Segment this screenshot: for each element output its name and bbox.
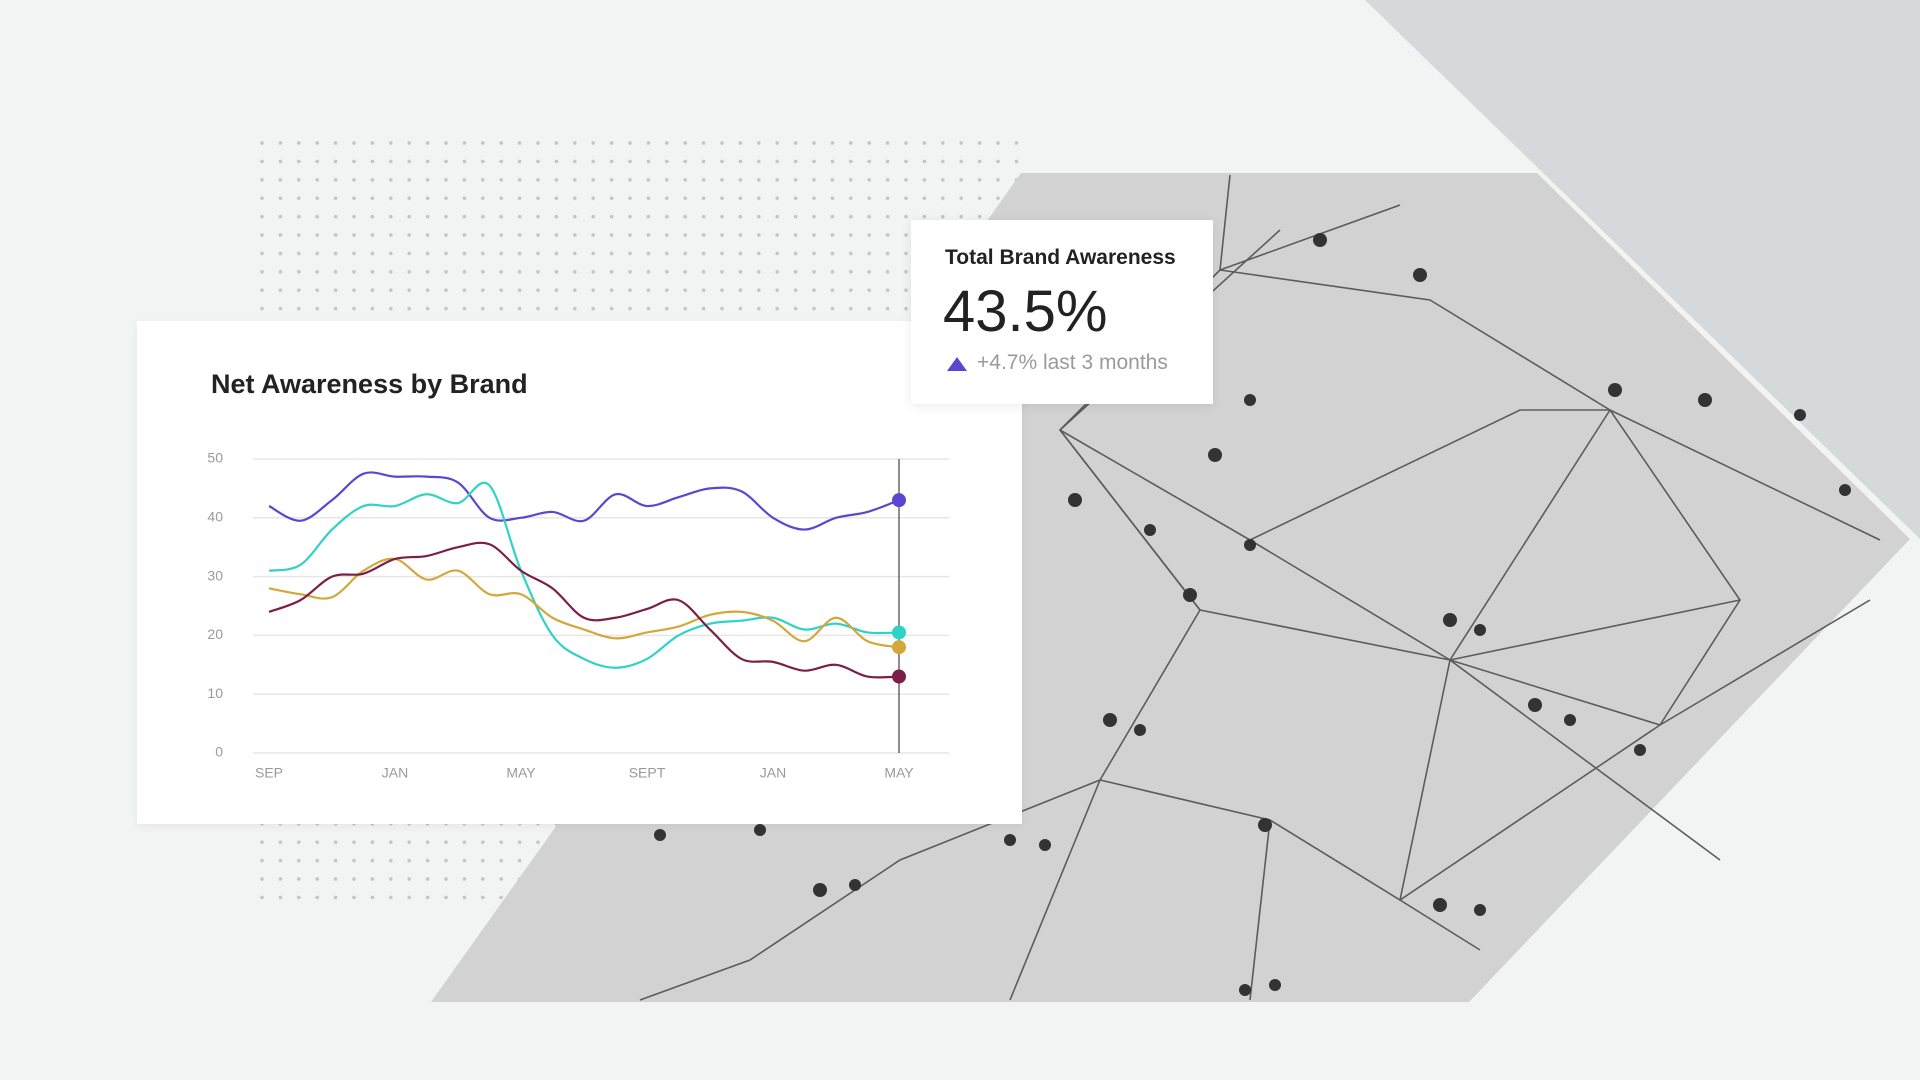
end-point (892, 493, 906, 508)
chart-title: Net Awareness by Brand (211, 369, 528, 399)
series-line (268, 541, 900, 679)
x-tick-label: JAN (382, 765, 408, 781)
kpi-card: Total Brand Awareness 43.5% +4.7% last 3… (911, 220, 1213, 404)
x-tick-label: SEPT (629, 765, 666, 781)
series-line (268, 481, 900, 669)
x-tick-label: JAN (760, 765, 786, 781)
series-line (268, 557, 900, 649)
kpi-value: 43.5% (943, 279, 1108, 344)
y-tick-label: 10 (207, 685, 223, 701)
y-tick-label: 30 (207, 567, 223, 583)
up-arrow (947, 357, 967, 371)
kpi-change: +4.7% last 3 months (977, 351, 1168, 374)
chart-card: Net Awareness by Brand 0 10 20 30 40 50 SEP JAN… (137, 321, 1022, 824)
y-tick-label: 50 (207, 450, 223, 466)
end-point (892, 625, 906, 640)
chart: Net Awareness by Brand 0 10 20 30 40 50 SEP JAN… (207, 369, 949, 781)
x-tick-label: MAY (506, 765, 536, 781)
y-tick-label: 20 (207, 626, 223, 642)
y-tick-label: 40 (207, 509, 223, 525)
x-tick-label: SEP (255, 765, 283, 781)
end-point (892, 669, 906, 684)
y-tick-label: 0 (215, 744, 223, 760)
end-point (892, 640, 906, 655)
kpi-title: Total Brand Awareness (945, 246, 1176, 269)
series-line (268, 471, 900, 531)
x-tick-label: MAY (884, 765, 914, 781)
chevron-shape (1365, 0, 1920, 539)
